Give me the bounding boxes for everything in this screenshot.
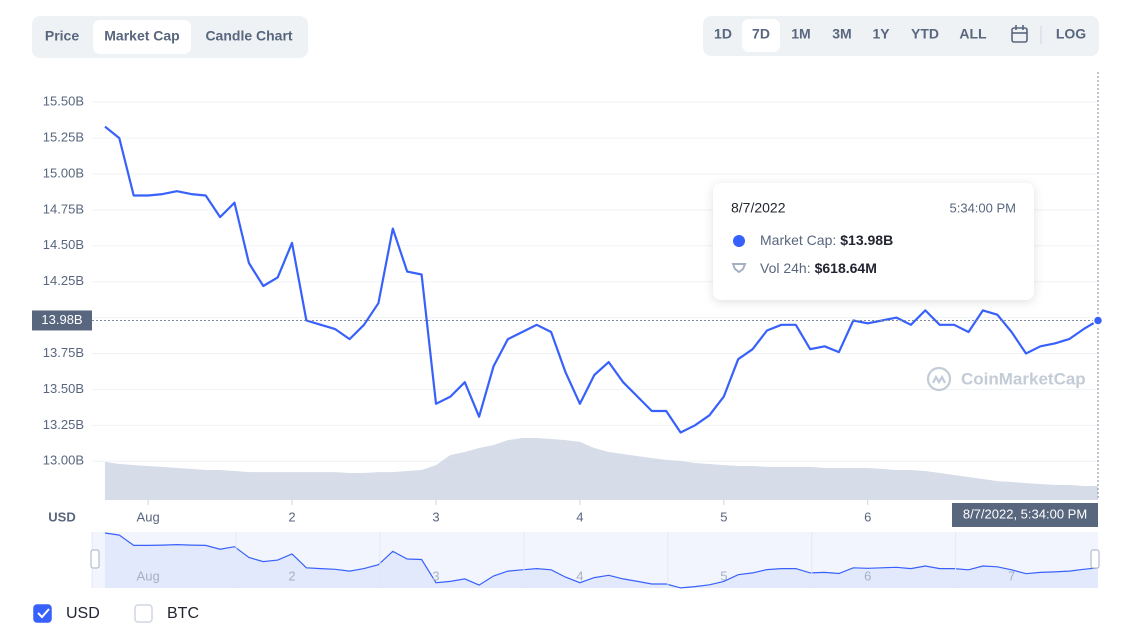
navigator-tick-label: 6 — [864, 568, 871, 583]
tooltip: 8/7/2022 5:34:00 PM Market Cap: $13.98B Vol … — [713, 183, 1034, 300]
navigator-tick-label: Aug — [137, 568, 160, 583]
navigator-tick-label: 2 — [288, 568, 295, 583]
tooltip-time: 5:34:00 PM — [950, 200, 1017, 215]
checkbox-label[interactable]: USD — [66, 605, 100, 622]
current-value-box — [32, 310, 92, 331]
y-tick-label: 15.00B — [43, 165, 84, 180]
y-tick-label: 15.25B — [43, 130, 84, 145]
y-tick-label: 14.25B — [43, 273, 84, 288]
price-line — [104, 125, 1099, 434]
navigator-line — [104, 532, 1099, 589]
navigator-tick-label: 7 — [1008, 568, 1015, 583]
x-tick-label: 2 — [288, 509, 295, 524]
hover-dot — [1092, 315, 1104, 326]
range-button[interactable]: ALL — [959, 26, 987, 42]
navigator-handle[interactable] — [1090, 549, 1100, 569]
x-tick-label: 5 — [720, 509, 727, 524]
y-tick-label: 13.75B — [43, 345, 84, 360]
tooltip-value: $13.98B — [840, 232, 893, 248]
tooltip-value: $618.64M — [815, 260, 877, 276]
y-tick-label: 14.50B — [43, 237, 84, 252]
tab[interactable]: Candle Chart — [205, 28, 292, 44]
y-tick-label: 13.00B — [43, 453, 84, 468]
y-tick-label: 13.25B — [43, 417, 84, 432]
tab-active — [93, 20, 191, 54]
range-active — [742, 19, 780, 52]
range-button[interactable]: YTD — [911, 26, 939, 42]
range-button[interactable]: 1M — [791, 26, 810, 42]
tooltip-box — [713, 183, 1034, 300]
range-button[interactable]: 3M — [832, 26, 851, 42]
watermark: CoinMarketCap — [961, 369, 1086, 388]
x-tick-label: 6 — [864, 509, 871, 524]
navigator-area — [104, 533, 1099, 588]
y-tick-label: 14.75B — [43, 201, 84, 216]
range-button[interactable]: 1Y — [872, 26, 890, 42]
y-axis-label: USD — [48, 509, 75, 524]
range-group — [703, 16, 1099, 56]
log-button[interactable]: LOG — [1056, 26, 1086, 42]
tab[interactable]: Price — [45, 28, 79, 44]
calendar-icon[interactable] — [1011, 25, 1028, 43]
navigator-tick-label: 5 — [720, 568, 727, 583]
tooltip-vol-icon — [731, 263, 747, 274]
navigator-tick-label: 4 — [576, 568, 583, 583]
navigator-tick-label: 3 — [432, 568, 439, 583]
checkbox[interactable] — [33, 604, 52, 623]
series-name: Market Cap: — [760, 232, 836, 248]
crosshair-label: 8/7/2022, 5:34:00 PM — [963, 506, 1087, 521]
range-button[interactable]: 7D — [752, 26, 770, 42]
series-name: Vol 24h: — [760, 260, 811, 276]
navigator-handle[interactable] — [90, 549, 100, 569]
watermark-icon — [926, 366, 952, 392]
checkbox[interactable] — [134, 604, 153, 623]
tooltip-row: Market Cap: $13.98B — [760, 232, 893, 248]
y-tick-label: 13.50B — [43, 381, 84, 396]
tooltip-row: Vol 24h: $618.64M — [760, 260, 877, 276]
tooltip-dot — [733, 235, 745, 247]
tab[interactable]: Market Cap — [104, 28, 179, 44]
y-tick-label: 15.50B — [43, 94, 84, 109]
x-tick-label: Aug — [137, 509, 160, 524]
checkbox-label[interactable]: BTC — [167, 605, 199, 622]
current-value-label: 13.98B — [41, 312, 82, 327]
x-tick-label: 3 — [432, 509, 439, 524]
tooltip-date: 8/7/2022 — [731, 200, 786, 216]
checkmark — [37, 608, 50, 619]
crosshair-box — [952, 503, 1098, 527]
volume-area — [104, 438, 1099, 500]
x-tick-label: 4 — [576, 509, 583, 524]
range-button[interactable]: 1D — [714, 26, 732, 42]
